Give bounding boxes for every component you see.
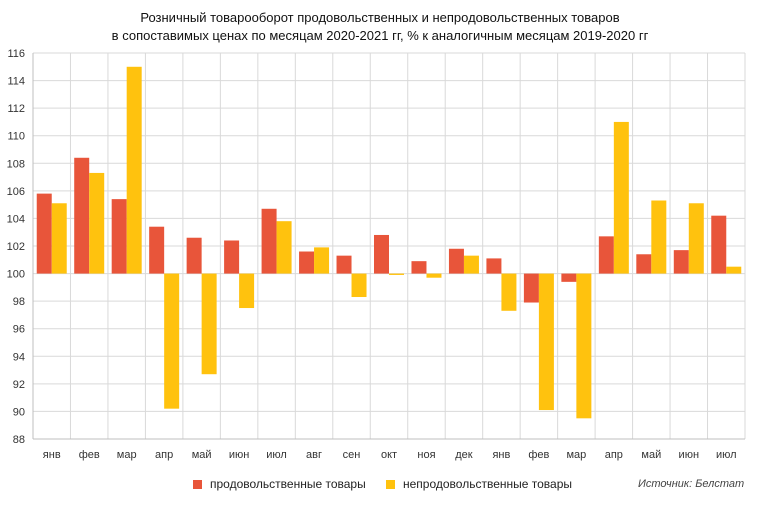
bar-food [561, 273, 577, 282]
bar-food [261, 208, 277, 274]
x-tick-label: янв [43, 449, 61, 461]
legend-swatch-nonfood [386, 479, 395, 489]
bar-food [186, 237, 202, 274]
y-tick-label: 100 [7, 269, 25, 281]
bar-nonfood [126, 66, 142, 274]
x-tick-label: июн [679, 449, 699, 461]
x-tick-label: дек [455, 449, 473, 461]
x-tick-label: май [641, 449, 661, 461]
bar-nonfood [613, 121, 629, 274]
y-tick-label: 108 [7, 158, 25, 170]
bar-nonfood [239, 273, 255, 309]
bar-food [374, 234, 389, 274]
legend-item-nonfood: непродовольственные товары [386, 477, 572, 491]
bar-food [36, 193, 52, 274]
bar-food [111, 199, 127, 274]
x-tick-label: сен [343, 449, 361, 461]
bar-food [598, 236, 614, 274]
bar-food [411, 261, 427, 274]
bar-nonfood [314, 247, 330, 274]
bar-nonfood [688, 203, 704, 274]
x-tick-label: мар [566, 449, 586, 461]
bar-nonfood [501, 273, 517, 311]
bar-food [636, 254, 652, 274]
x-tick-label: мар [117, 449, 137, 461]
bar-food [336, 255, 352, 274]
source-note: Источник: Белстат [638, 478, 745, 490]
bar-nonfood [576, 273, 592, 419]
bar-nonfood [389, 273, 404, 275]
bar-food [299, 251, 315, 274]
bar-food [74, 157, 90, 274]
bar-nonfood [651, 200, 667, 274]
y-tick-label: 114 [7, 76, 25, 88]
bar-nonfood [276, 221, 292, 274]
chart-subtitle: в сопоставимых ценах по месяцам 2020-202… [111, 28, 649, 43]
y-tick-label: 112 [7, 103, 25, 115]
bar-food [486, 258, 502, 274]
y-tick-label: 104 [7, 213, 25, 225]
x-tick-label: июн [229, 449, 249, 461]
x-tick-label: июл [716, 449, 737, 461]
x-tick-label: апр [155, 449, 173, 461]
bar-nonfood [51, 203, 67, 274]
x-tick-label: янв [492, 449, 510, 461]
bar-food [711, 215, 727, 274]
x-tick-label: май [192, 449, 212, 461]
y-tick-label: 98 [13, 296, 25, 308]
chart-title: Розничный товарооборот продовольственных… [140, 10, 620, 25]
y-tick-label: 90 [13, 406, 25, 418]
legend-label-nonfood: непродовольственные товары [403, 477, 573, 491]
y-tick-label: 116 [7, 48, 25, 60]
bar-nonfood [538, 273, 554, 411]
legend-label-food: продовольственные товары [210, 477, 366, 491]
legend-item-food: продовольственные товары [193, 477, 366, 491]
x-tick-label: фев [528, 449, 549, 461]
y-tick-label: 88 [13, 434, 25, 446]
bar-nonfood [164, 273, 180, 409]
y-tick-label: 110 [7, 131, 25, 143]
y-tick-label: 92 [13, 379, 25, 391]
bar-food [523, 273, 539, 303]
x-tick-label: июл [266, 449, 287, 461]
bar-nonfood [351, 273, 367, 298]
bar-nonfood [426, 273, 442, 278]
bar-food [448, 248, 464, 274]
bar-nonfood [201, 273, 217, 375]
bar-food [149, 226, 165, 274]
x-tick-label: окт [381, 449, 397, 461]
x-tick-label: фев [79, 449, 100, 461]
x-tick-label: апр [605, 449, 623, 461]
y-tick-label: 94 [13, 351, 25, 363]
bar-food [673, 250, 689, 274]
y-tick-label: 96 [13, 324, 25, 336]
bar-food [224, 240, 240, 274]
bar-nonfood [726, 266, 742, 274]
y-tick-label: 102 [7, 241, 25, 253]
legend-swatch-food [193, 479, 202, 489]
x-tick-label: авг [306, 449, 322, 461]
bar-nonfood [463, 255, 479, 274]
bar-nonfood [89, 172, 105, 274]
y-tick-label: 106 [7, 186, 25, 198]
x-tick-label: ноя [417, 449, 435, 461]
